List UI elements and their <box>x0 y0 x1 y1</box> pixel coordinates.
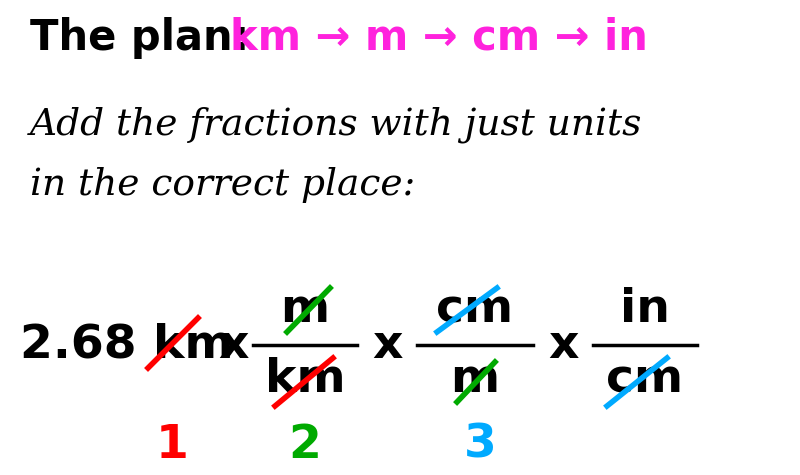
Text: Add the fractions with just units: Add the fractions with just units <box>30 107 642 143</box>
Text: in: in <box>620 287 670 332</box>
Text: km → m → cm → in: km → m → cm → in <box>230 17 648 59</box>
Text: m: m <box>450 358 499 402</box>
Text: x: x <box>372 323 402 368</box>
Text: cm: cm <box>606 358 683 402</box>
Text: 3: 3 <box>464 422 496 467</box>
Text: 1: 1 <box>155 422 189 467</box>
Text: x: x <box>218 323 249 368</box>
Text: cm: cm <box>437 287 514 332</box>
Text: in the correct place:: in the correct place: <box>30 167 415 203</box>
Text: 2: 2 <box>289 422 322 467</box>
Text: 2.68 km: 2.68 km <box>20 323 234 368</box>
Text: The plan:: The plan: <box>30 17 264 59</box>
Text: m: m <box>281 287 330 332</box>
Text: x: x <box>548 323 578 368</box>
Text: km: km <box>265 358 346 402</box>
